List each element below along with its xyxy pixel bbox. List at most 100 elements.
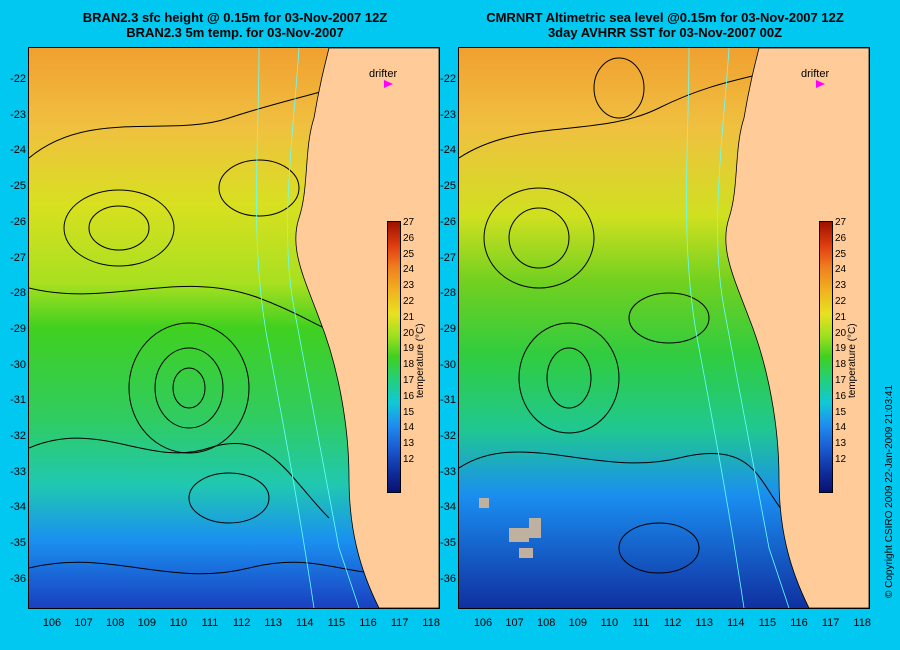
latitude-tick: -35	[10, 537, 26, 550]
latitude-tick: -25	[440, 180, 456, 193]
latitude-tick: -26	[10, 215, 26, 228]
latitude-tick: -31	[10, 394, 26, 407]
latitude-tick: -22	[440, 73, 456, 85]
bathymetry-lines	[256, 48, 360, 608]
colorbar-tick: 22	[403, 296, 415, 307]
drifter-label-right: drifter	[801, 68, 830, 80]
drifter-marker-left[interactable]	[384, 80, 393, 88]
latitude-tick: -31	[440, 394, 456, 407]
latitude-tick: -36	[440, 572, 456, 585]
right-map-graphic	[459, 48, 869, 608]
latitude-tick: -35	[440, 537, 456, 550]
longitude-tick: 114	[296, 617, 314, 629]
colorbar-tick: 13	[835, 438, 847, 450]
latitude-tick: -27	[440, 251, 456, 264]
coastline-land	[295, 48, 439, 608]
longitude-tick: 112	[663, 617, 682, 629]
longitude-tick: 109	[568, 617, 587, 629]
colorbar-tick: 18	[835, 359, 847, 371]
colorbar-right	[819, 221, 833, 493]
colorbar-tick: 18	[403, 359, 415, 371]
latitude-tick: -24	[440, 144, 456, 157]
latitude-tick: -28	[440, 287, 456, 300]
colorbar-tick: 21	[835, 311, 847, 323]
colorbar-tick: 14	[403, 422, 415, 434]
longitude-tick: 118	[853, 617, 871, 629]
longitude-tick: 114	[727, 617, 745, 629]
latitude-tick: -24	[10, 144, 26, 157]
longitude-tick: 113	[695, 617, 713, 629]
longitude-tick: 115	[327, 617, 346, 629]
colorbar-tick: 23	[403, 280, 415, 292]
latitude-tick: -36	[10, 572, 26, 585]
colorbar-tick: 14	[835, 422, 847, 434]
latitude-tick: -32	[10, 430, 26, 442]
colorbar-tick: 25	[403, 248, 415, 260]
copyright-text: © Copyright CSIRO 2009 22-Jan-2009 21:03…	[884, 384, 895, 598]
longitude-tick: 108	[106, 617, 125, 629]
latitude-tick: -32	[440, 430, 456, 442]
colorbar-tick: 15	[835, 406, 847, 418]
colorbar-tick: 20	[835, 327, 847, 339]
colorbar-title-right: temperature (°C)	[847, 323, 858, 398]
longitude-tick: 112	[232, 617, 251, 629]
colorbar-tick: 17	[403, 375, 415, 386]
longitude-tick: 117	[390, 617, 409, 629]
colorbar-tick: 19	[835, 343, 847, 355]
longitude-tick: 116	[359, 617, 377, 629]
longitude-tick: 111	[201, 617, 219, 629]
longitude-tick: 108	[537, 617, 556, 629]
right-title-line2: 3day AVHRR SST for 03-Nov-2007 00Z	[547, 25, 783, 40]
drifter-marker-right[interactable]	[816, 80, 825, 88]
left-title-line1: BRAN2.3 sfc height @ 0.15m for 03-Nov-20…	[82, 10, 388, 25]
colorbar-tick: 17	[835, 375, 847, 386]
colorbar-tick: 24	[835, 264, 847, 276]
colorbar-tick: 12	[403, 454, 415, 465]
colorbar-title-left: temperature (°C)	[415, 323, 426, 398]
colorbar-tick: 15	[403, 406, 415, 418]
latitude-tick: -34	[10, 501, 26, 514]
latitude-tick: -29	[10, 322, 26, 335]
longitude-tick: 115	[758, 617, 777, 629]
colorbar-tick: 22	[835, 296, 847, 307]
longitude-tick: 106	[473, 617, 493, 629]
longitude-tick: 118	[422, 617, 440, 629]
colorbar-tick: 21	[403, 311, 415, 323]
left-title-line2: BRAN2.3 5m temp. for 03-Nov-2007	[126, 25, 344, 40]
longitude-tick: 116	[790, 617, 808, 629]
latitude-tick: -28	[10, 287, 26, 300]
latitude-tick: -26	[440, 215, 456, 228]
longitude-tick: 117	[821, 617, 840, 629]
latitude-tick: -29	[440, 322, 456, 335]
longitude-tick: 106	[42, 617, 62, 629]
longitude-tick: 110	[600, 617, 619, 629]
colorbar-tick: 19	[403, 343, 415, 355]
latitude-tick: -23	[440, 108, 456, 121]
colorbar-tick: 16	[835, 390, 847, 402]
drifter-label-left: drifter	[369, 68, 398, 80]
latitude-tick: -25	[10, 180, 26, 193]
left-map-panel: drifter 27 26 25 24 23 22 21 20 19 18 17 16 15 14 13 12…	[28, 47, 440, 609]
latitude-tick: -30	[440, 358, 456, 371]
latitude-tick: -33	[10, 465, 26, 478]
cloud-mask	[479, 498, 541, 558]
longitude-tick: 107	[505, 617, 524, 629]
colorbar-tick: 27	[835, 217, 847, 228]
right-panel-title: CMRNRT Altimetric sea level @0.15m for 0…	[460, 10, 870, 40]
bathymetry-lines	[686, 48, 790, 608]
latitude-tick: -22	[10, 73, 26, 85]
colorbar-tick: 20	[403, 327, 415, 339]
latitude-tick: -30	[10, 358, 26, 371]
colorbar-left	[387, 221, 401, 493]
right-title-line1: CMRNRT Altimetric sea level @0.15m for 0…	[486, 10, 844, 25]
longitude-tick: 110	[169, 617, 188, 629]
colorbar-tick: 25	[835, 248, 847, 260]
longitude-tick: 113	[264, 617, 282, 629]
longitude-tick: 111	[632, 617, 650, 629]
latitude-tick: -34	[440, 501, 456, 514]
colorbar-tick: 23	[835, 280, 847, 292]
longitude-tick: 107	[74, 617, 93, 629]
colorbar-tick: 26	[835, 232, 847, 244]
latitude-tick: -33	[440, 465, 456, 478]
colorbar-tick: 12	[835, 454, 847, 465]
